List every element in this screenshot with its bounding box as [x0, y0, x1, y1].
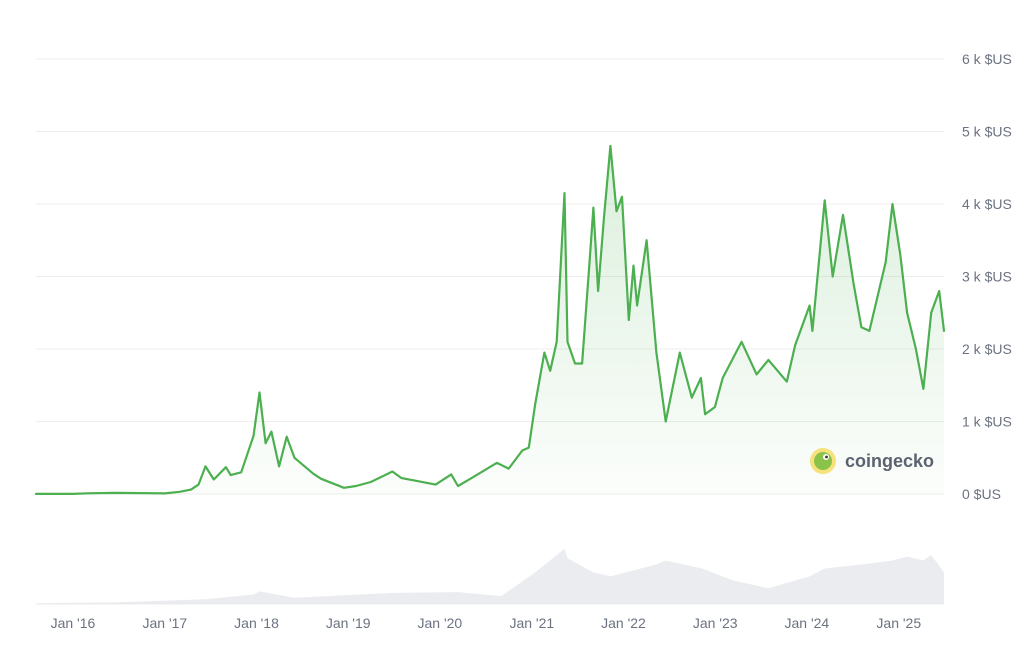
x-tick-label: Jan '19 — [326, 615, 371, 631]
x-tick-label: Jan '25 — [876, 615, 921, 631]
watermark-label: coingecko — [845, 451, 934, 471]
y-tick-label: 0 $US — [962, 486, 1001, 502]
x-tick-label: Jan '18 — [234, 615, 279, 631]
volume-area — [36, 548, 944, 604]
x-axis-ticks: Jan '16 Jan '17 Jan '18 Jan '19 Jan '20 Jan '… — [51, 615, 922, 631]
x-tick-label: Jan '23 — [693, 615, 738, 631]
x-tick-label: Jan '21 — [509, 615, 554, 631]
coingecko-watermark: coingecko — [810, 448, 934, 474]
y-tick-label: 3 k $US — [962, 269, 1012, 285]
price-area-fill — [36, 146, 944, 494]
y-tick-label: 6 k $US — [962, 51, 1012, 67]
price-line — [34, 144, 946, 495]
y-tick-label: 1 k $US — [962, 414, 1012, 430]
y-tick-label: 4 k $US — [962, 196, 1012, 212]
volume-bars — [36, 548, 944, 604]
price-series-line — [34, 144, 946, 495]
x-tick-label: Jan '24 — [784, 615, 829, 631]
y-axis-ticks: 0 $US 1 k $US 2 k $US 3 k $US 4 k $US 5 k $US… — [962, 51, 1012, 502]
y-tick-label: 5 k $US — [962, 124, 1012, 140]
x-tick-label: Jan '22 — [601, 615, 646, 631]
price-area — [36, 146, 944, 494]
grid-lines — [36, 58, 944, 605]
x-tick-label: Jan '20 — [418, 615, 463, 631]
y-tick-label: 2 k $US — [962, 341, 1012, 357]
gecko-logo-icon — [810, 448, 836, 474]
x-tick-label: Jan '17 — [142, 615, 187, 631]
x-tick-label: Jan '16 — [51, 615, 96, 631]
